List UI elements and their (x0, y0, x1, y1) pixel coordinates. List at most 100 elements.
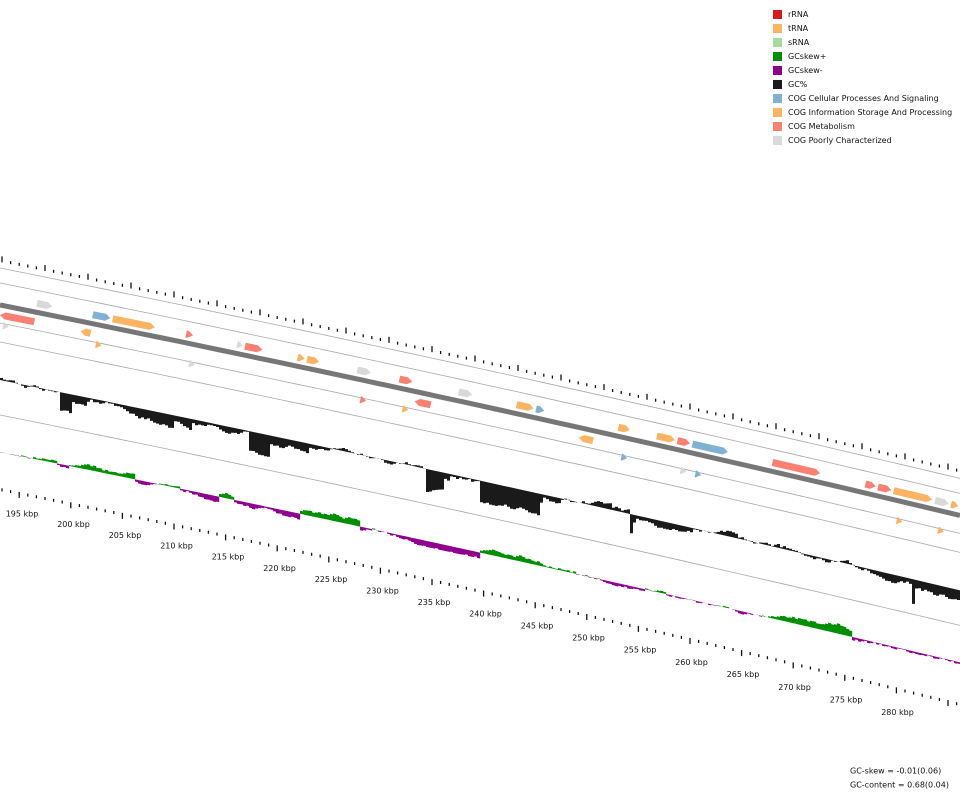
gc-skew-negative (747, 612, 751, 614)
gc-skew-positive (6, 453, 10, 454)
gc-skew-negative (282, 509, 286, 516)
gc-skew-negative (447, 545, 451, 553)
gc-skew-negative (0, 452, 4, 453)
gc-skew-negative (474, 551, 478, 557)
scale-label: 225 kbp (315, 575, 348, 584)
gc-skew-positive (522, 556, 526, 563)
gc-skew-positive (30, 457, 34, 459)
gc-skew-positive (942, 657, 946, 659)
gc-skew-positive (117, 473, 121, 477)
gc-skew-positive (549, 566, 553, 569)
gc-skew-negative (186, 489, 190, 492)
gc-skew-positive (327, 514, 331, 521)
gc-skew-negative (435, 542, 439, 549)
legend-swatch (773, 122, 782, 131)
gene-arrow (515, 401, 534, 411)
gc-skew-positive (228, 494, 232, 500)
gc-skew-positive (570, 571, 574, 574)
gc-skew-negative (906, 649, 910, 653)
gc-skew-positive (849, 630, 853, 637)
gc-skew-positive (174, 485, 178, 489)
gc-skew-negative (633, 586, 637, 590)
scale-label: 275 kbp (830, 695, 863, 704)
gc-skew-negative (270, 507, 274, 510)
gc-skew-negative (687, 598, 691, 600)
gc-skew-positive (45, 458, 49, 462)
gene-arrow (359, 396, 367, 404)
track-line (0, 282, 960, 494)
gc-skew-positive (795, 618, 799, 625)
gene-arrow (80, 328, 92, 337)
gc-skew-negative (390, 533, 394, 536)
gc-skew-positive (552, 567, 556, 570)
scale-label: 235 kbp (418, 598, 451, 607)
gc-skew-negative (369, 528, 373, 531)
gc-skew-negative (684, 598, 688, 600)
legend-swatch (773, 52, 782, 61)
gc-skew-positive (99, 468, 103, 473)
gc-skew-positive (177, 486, 181, 489)
gc-skew-positive (654, 590, 658, 593)
gc-skew-positive (318, 511, 322, 519)
gc-skew-positive (54, 460, 58, 464)
gc-skew-negative (714, 604, 718, 607)
gc-skew-positive (726, 606, 730, 609)
gc-skew-positive (537, 561, 541, 566)
gene-arrow (36, 299, 53, 309)
gc-skew-negative (678, 596, 682, 599)
track-line (0, 322, 960, 534)
gc-skew-negative (669, 594, 673, 597)
gc-skew-positive (765, 616, 769, 618)
gc-skew-negative (615, 582, 619, 587)
gc-skew-negative (462, 548, 466, 556)
gc-skew-positive (567, 569, 571, 573)
gc-skew-positive (822, 623, 826, 631)
track-line (0, 267, 960, 479)
gc-skew-positive (126, 472, 130, 479)
gc-skew-negative (411, 537, 415, 543)
gc-skew-negative (363, 527, 367, 531)
gene-arrow (895, 517, 903, 525)
gene-arrow (2, 322, 9, 330)
gc-skew-negative (414, 538, 418, 545)
gc-skew-negative (417, 538, 421, 546)
gc-skew-positive (324, 513, 328, 520)
gc-skew-negative (138, 479, 142, 484)
gc-skew-positive (303, 509, 307, 516)
gc-skew-negative (249, 503, 253, 509)
track-line (0, 414, 960, 626)
gc-skew-negative (957, 661, 960, 665)
gc-skew-positive (120, 473, 124, 477)
gc-skew-negative (258, 504, 262, 509)
gc-skew-positive (843, 626, 847, 636)
gc-skew-negative (894, 646, 898, 650)
gc-skew-positive (663, 591, 667, 595)
gc-skew-negative (732, 609, 736, 611)
gc-skew-positive (342, 518, 346, 524)
gc-skew-negative (255, 504, 259, 509)
gc-skew-positive (333, 513, 337, 522)
gc-skew-negative (183, 489, 187, 493)
gc-skew-negative (750, 613, 754, 616)
gc-skew-positive (483, 549, 487, 554)
gc-skew-negative (273, 508, 277, 512)
gc-skew-negative (879, 643, 883, 645)
gc-skew-positive (771, 615, 775, 619)
gc-skew-negative (672, 595, 676, 597)
gene-arrow (691, 440, 728, 455)
gc-skew-negative (3, 452, 7, 454)
gc-skew-negative (900, 648, 904, 650)
scale-label: 255 kbp (624, 646, 657, 655)
gene-arrow (398, 375, 413, 385)
gc-skew-negative (702, 602, 706, 604)
gc-skew-positive (828, 622, 832, 633)
gc-skew-positive (798, 617, 802, 626)
gc-skew-positive (804, 619, 808, 627)
gc-skew-positive (648, 589, 652, 591)
legend-swatch (773, 38, 782, 47)
gc-skew-positive (789, 617, 793, 623)
gc-skew-positive (762, 615, 766, 617)
scale-label: 210 kbp (160, 542, 193, 551)
gc-skew-positive (573, 571, 577, 574)
gc-skew-negative (705, 602, 709, 604)
